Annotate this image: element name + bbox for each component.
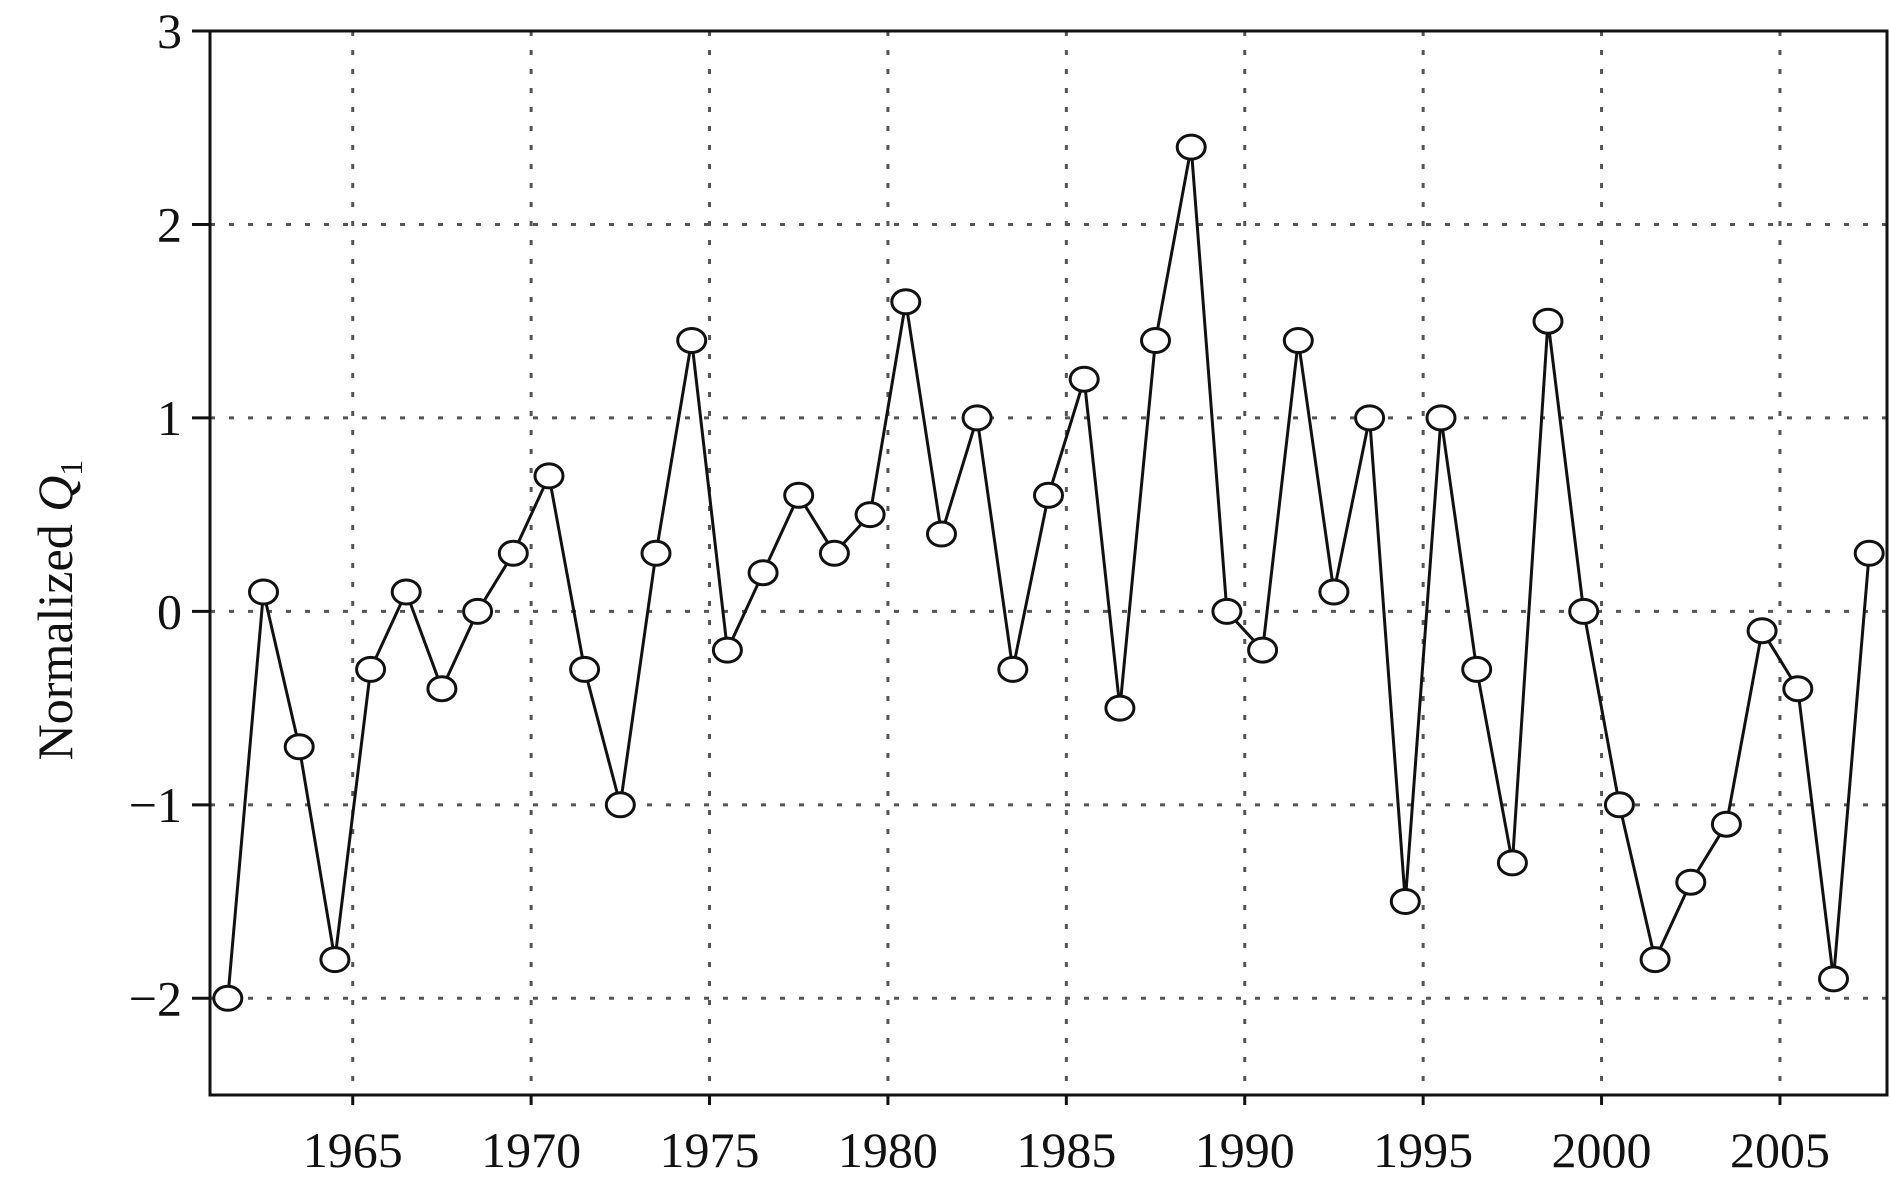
- data-point: [604, 791, 636, 819]
- data-point: [319, 946, 351, 974]
- data-point: [533, 462, 565, 490]
- y-tick-label: −2: [129, 970, 182, 1026]
- data-point: [1710, 810, 1742, 838]
- data-point: [1033, 481, 1064, 509]
- data-point: [283, 733, 315, 761]
- data-point: [854, 501, 886, 529]
- y-tick-label: 1: [157, 390, 182, 446]
- y-tick-label: 2: [157, 196, 182, 252]
- x-tick-label: 1970: [481, 1122, 581, 1178]
- data-point: [1389, 888, 1421, 915]
- data-point: [1568, 597, 1600, 625]
- series: [212, 133, 1885, 1012]
- x-tick-label: 1975: [660, 1122, 760, 1178]
- data-point: [1140, 327, 1171, 354]
- data-point: [1603, 791, 1635, 819]
- x-tick-label: 2005: [1730, 1122, 1830, 1178]
- y-axis-label-prefix: Normalized: [27, 512, 83, 761]
- x-tick-label: 1995: [1373, 1122, 1473, 1178]
- data-point: [1068, 365, 1100, 393]
- data-point: [462, 597, 494, 625]
- data-point: [747, 559, 779, 587]
- data-point: [1318, 578, 1350, 606]
- data-point: [248, 578, 279, 606]
- data-point: [1211, 597, 1243, 625]
- data-point: [676, 327, 708, 354]
- data-point: [711, 636, 743, 664]
- axes-frame: [208, 29, 1889, 1097]
- y-tick-label: 3: [157, 3, 182, 59]
- data-point: [390, 578, 422, 606]
- y-axis-label: Normalized Q1: [27, 460, 89, 761]
- data-point: [1496, 849, 1528, 877]
- y-axis-label-symbol: Q: [27, 476, 83, 512]
- data-point: [1247, 636, 1279, 664]
- x-tick-label: 1985: [1016, 1122, 1116, 1178]
- data-point: [497, 539, 529, 567]
- axis-ticks: 1965 1970 1975 1980 1985 1990 1995 2000 2005 3 2 1 0…: [129, 3, 1830, 1178]
- data-point: [1282, 327, 1314, 354]
- data-point: [961, 404, 993, 432]
- data-point: [890, 288, 922, 316]
- data-point: [569, 655, 601, 683]
- data-point: [640, 539, 672, 567]
- y-tick-label: 0: [157, 583, 182, 639]
- data-point: [1675, 868, 1707, 896]
- data-point: [1639, 946, 1671, 974]
- data-point: [1818, 965, 1849, 993]
- x-tick-label: 1980: [838, 1122, 938, 1178]
- series-line: [226, 146, 1871, 999]
- x-tick-label: 1990: [1195, 1122, 1295, 1178]
- data-point: [1746, 617, 1778, 645]
- data-point: [1104, 694, 1136, 722]
- data-point: [1532, 307, 1564, 335]
- y-tick-label: −1: [129, 777, 182, 833]
- data-point: [1354, 404, 1386, 432]
- grid-lines: [210, 29, 1887, 1095]
- data-point: [1425, 404, 1457, 432]
- x-tick-label: 1965: [303, 1122, 403, 1178]
- data-point: [783, 481, 815, 509]
- data-point: [926, 520, 957, 548]
- data-point: [1461, 655, 1493, 683]
- data-point: [1175, 133, 1207, 161]
- x-tick-label: 2000: [1552, 1122, 1652, 1178]
- data-point: [818, 539, 850, 567]
- data-point: [997, 655, 1029, 683]
- data-point: [426, 675, 458, 703]
- plot-frame: [208, 29, 1889, 1097]
- data-point: [1853, 539, 1885, 567]
- data-point: [212, 984, 244, 1012]
- data-point: [1782, 675, 1814, 703]
- data-point: [355, 655, 387, 683]
- y-axis-label-subscript: 1: [53, 460, 89, 476]
